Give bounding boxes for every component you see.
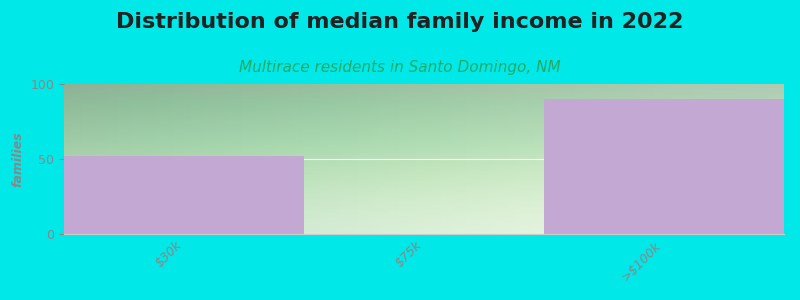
Bar [544, 99, 784, 234]
Text: Distribution of median family income in 2022: Distribution of median family income in … [116, 12, 684, 32]
Y-axis label: families: families [12, 131, 25, 187]
Bar [64, 156, 304, 234]
Text: Multirace residents in Santo Domingo, NM: Multirace residents in Santo Domingo, NM [239, 60, 561, 75]
